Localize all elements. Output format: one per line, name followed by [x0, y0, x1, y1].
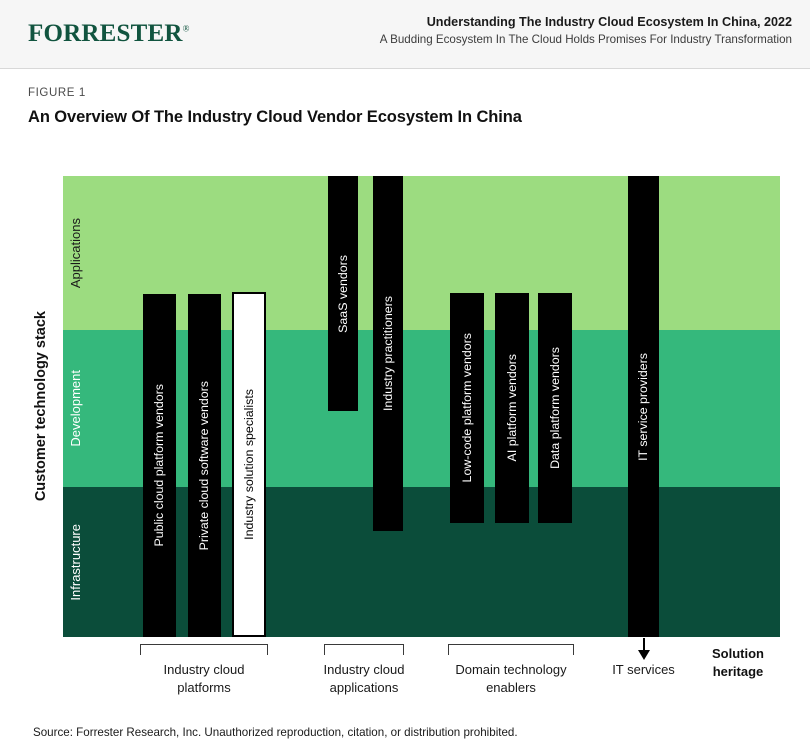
- source-note: Source: Forrester Research, Inc. Unautho…: [33, 726, 518, 739]
- arrow-stem: [642, 638, 645, 652]
- vendor-bar-label: Low-code platform vendors: [459, 333, 474, 483]
- logo-text: FORRESTER: [28, 20, 183, 47]
- chart-plot-area: Applications Development Infrastructure Pu…: [63, 176, 780, 637]
- vendor-bar-label: Industry practitioners: [380, 295, 395, 411]
- registered-trademark-icon: ®: [182, 23, 190, 34]
- header-titles: Understanding The Industry Cloud Ecosyst…: [272, 13, 792, 49]
- vendor-bar-public-cloud-platform-vendors[interactable]: Public cloud platform vendors: [143, 294, 176, 637]
- group-label-line1: Industry cloud: [163, 662, 245, 677]
- group-label-line1: Domain technology: [455, 662, 567, 677]
- x-axis-group-label: Industry cloud applications: [279, 661, 449, 696]
- vendor-bar-industry-solution-specialists[interactable]: Industry solution specialists: [232, 292, 266, 637]
- y-axis-title-label: Customer technology stack: [33, 311, 49, 502]
- group-label-line1: Industry cloud: [323, 662, 405, 677]
- stack-band-label: Infrastructure: [68, 523, 83, 601]
- vendor-bar-label: AI platform vendors: [504, 354, 519, 462]
- y-axis-title: Customer technology stack: [30, 176, 52, 637]
- vendor-bar-label: IT service providers: [636, 352, 651, 461]
- figure-label: FIGURE 1: [28, 87, 86, 99]
- group-bracket: [324, 644, 404, 655]
- group-label-line2: platforms: [177, 679, 231, 695]
- report-subtitle: A Budding Ecosystem In The Cloud Holds P…: [379, 33, 792, 47]
- stack-band-label: Applications: [68, 218, 83, 289]
- vendor-bar-industry-practitioners[interactable]: Industry practitioners: [373, 176, 403, 531]
- figure-title: An Overview Of The Industry Cloud Vendor…: [28, 108, 522, 126]
- report-title: Understanding The Industry Cloud Ecosyst…: [426, 15, 792, 29]
- x-axis-title-line2: heritage: [712, 663, 764, 679]
- x-axis-group-label: IT services: [559, 661, 729, 679]
- vendor-bar-private-cloud-software-vendors[interactable]: Private cloud software vendors: [188, 294, 221, 637]
- vendor-bar-label: Industry solution specialists: [241, 389, 256, 540]
- group-label-line2: enablers: [486, 679, 536, 695]
- arrow-head: [637, 650, 650, 660]
- vendor-bar-ai-platform-vendors[interactable]: AI platform vendors: [495, 293, 529, 524]
- x-axis-title: Solution heritage: [690, 645, 786, 680]
- group-label-line2: applications: [329, 679, 399, 695]
- vendor-bar-label: Data platform vendors: [547, 347, 562, 470]
- forrester-logo: FORRESTER®: [28, 21, 190, 46]
- vendor-bar-label: Private cloud software vendors: [197, 380, 212, 551]
- stack-band-applications: Applications: [63, 176, 780, 330]
- vendor-bar-low-code-platform-vendors[interactable]: Low-code platform vendors: [450, 293, 484, 524]
- stack-band-label: Development: [68, 369, 83, 447]
- group-bracket: [448, 644, 574, 655]
- vendor-bar-it-service-providers[interactable]: IT service providers: [628, 176, 659, 637]
- stack-band-development: Development: [63, 329, 780, 488]
- group-label-line1: IT services: [612, 662, 675, 677]
- stack-band-infrastructure: Infrastructure: [63, 487, 780, 637]
- x-axis-group-label: Industry cloud platforms: [119, 661, 289, 696]
- x-axis-group-label: Domain technology enablers: [426, 661, 596, 696]
- vendor-bar-saas-vendors[interactable]: SaaS vendors: [328, 176, 358, 412]
- vendor-bar-label: SaaS vendors: [335, 254, 350, 333]
- x-axis-title-line1: Solution: [712, 646, 764, 661]
- page-header: FORRESTER® Understanding The Industry Cl…: [0, 0, 810, 69]
- vendor-bar-data-platform-vendors[interactable]: Data platform vendors: [538, 293, 572, 524]
- group-bracket: [140, 644, 268, 655]
- vendor-bar-label: Public cloud platform vendors: [152, 384, 167, 547]
